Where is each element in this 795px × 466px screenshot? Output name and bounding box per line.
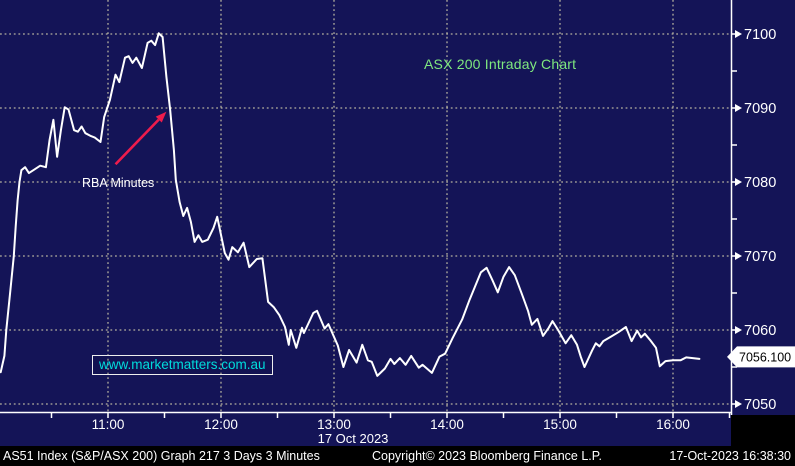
status-bar-copyright: Copyright© 2023 Bloomberg Finance L.P. [372, 449, 602, 463]
y-axis-label: 7050 [744, 397, 776, 413]
x-axis-strip [0, 412, 731, 446]
status-bar-security-info: AS51 Index (S&P/ASX 200) Graph 217 3 Day… [3, 449, 320, 463]
last-price-badge [727, 346, 795, 368]
y-axis-label: 7070 [744, 249, 776, 265]
x-axis-label: 13:00 [317, 417, 351, 432]
y-axis-label: 7090 [744, 101, 776, 117]
marketmatters-link[interactable]: www.marketmatters.com.au [92, 355, 273, 375]
y-axis-label: 7100 [744, 27, 776, 43]
y-tick-arrow-icon [735, 178, 742, 186]
y-axis-label: 7080 [744, 175, 776, 191]
y-tick-arrow-icon [735, 30, 742, 38]
annotation-arrow-head-icon [155, 111, 167, 123]
status-bar-timestamp: 17-Oct-2023 16:38:30 [669, 449, 791, 463]
x-axis-label: 15:00 [543, 417, 577, 432]
y-axis-label: 7060 [744, 323, 776, 339]
chart-title: ASX 200 Intraday Chart [424, 56, 577, 72]
price-line-series [0, 32, 701, 377]
y-tick-arrow-icon [735, 400, 742, 408]
annotation-label: RBA Minutes [82, 176, 155, 190]
x-axis-date-label: 17 Oct 2023 [317, 431, 389, 446]
y-tick-arrow-icon [735, 252, 742, 260]
status-bar: AS51 Index (S&P/ASX 200) Graph 217 3 Day… [0, 447, 795, 466]
y-tick-arrow-icon [735, 104, 742, 112]
y-tick-arrow-icon [735, 326, 742, 334]
plot-area[interactable] [0, 0, 731, 412]
last-price-label: 7056.100 [739, 350, 791, 364]
y-axis-strip [731, 0, 795, 415]
chart-canvas[interactable]: 11:00 12:00 13:00 14:00 15:00 16:00 7100 7090 70… [0, 0, 795, 447]
x-axis-label: 11:00 [92, 417, 125, 432]
x-axis-label: 12:00 [204, 417, 238, 432]
x-axis-label: 16:00 [656, 417, 690, 432]
annotation-arrow-line [114, 118, 160, 166]
x-axis-label: 14:00 [430, 417, 464, 432]
